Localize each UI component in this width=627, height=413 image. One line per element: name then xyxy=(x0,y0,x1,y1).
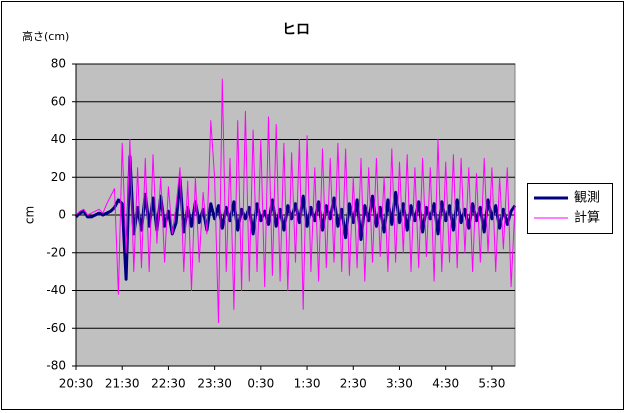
x-tick-label: 5:30 xyxy=(478,377,505,391)
y-tick-label: 80 xyxy=(51,57,66,71)
y-tick-label: 40 xyxy=(51,132,66,146)
y-tick-label: -40 xyxy=(46,283,66,297)
x-tick-label: 1:30 xyxy=(294,377,321,391)
x-tick-label: 4:30 xyxy=(432,377,459,391)
x-tick-label: 0:30 xyxy=(247,377,274,391)
y-tick-label: 20 xyxy=(51,170,66,184)
x-tick-label: 21:30 xyxy=(105,377,140,391)
legend-box xyxy=(527,183,613,234)
x-tick-label: 20:30 xyxy=(59,377,94,391)
series-line xyxy=(74,155,517,281)
legend-label: 観測 xyxy=(574,191,600,206)
chart-title: ヒロ xyxy=(282,22,310,38)
unit-label: 高さ(cm) xyxy=(22,29,69,43)
x-tick-label: 23:30 xyxy=(197,377,232,391)
x-tick-label: 22:30 xyxy=(151,377,186,391)
legend-label: 計算 xyxy=(574,210,600,226)
y-tick-label: -20 xyxy=(46,245,66,259)
y-tick-label: 60 xyxy=(51,94,66,108)
y-axis-label: cm xyxy=(23,206,37,224)
y-tick-label: -80 xyxy=(46,359,66,373)
y-tick-label: -60 xyxy=(46,321,66,335)
y-tick-label: 0 xyxy=(58,208,66,222)
x-tick-label: 2:30 xyxy=(340,377,367,391)
series-line xyxy=(75,78,516,324)
x-tick-label: 3:30 xyxy=(386,377,413,391)
